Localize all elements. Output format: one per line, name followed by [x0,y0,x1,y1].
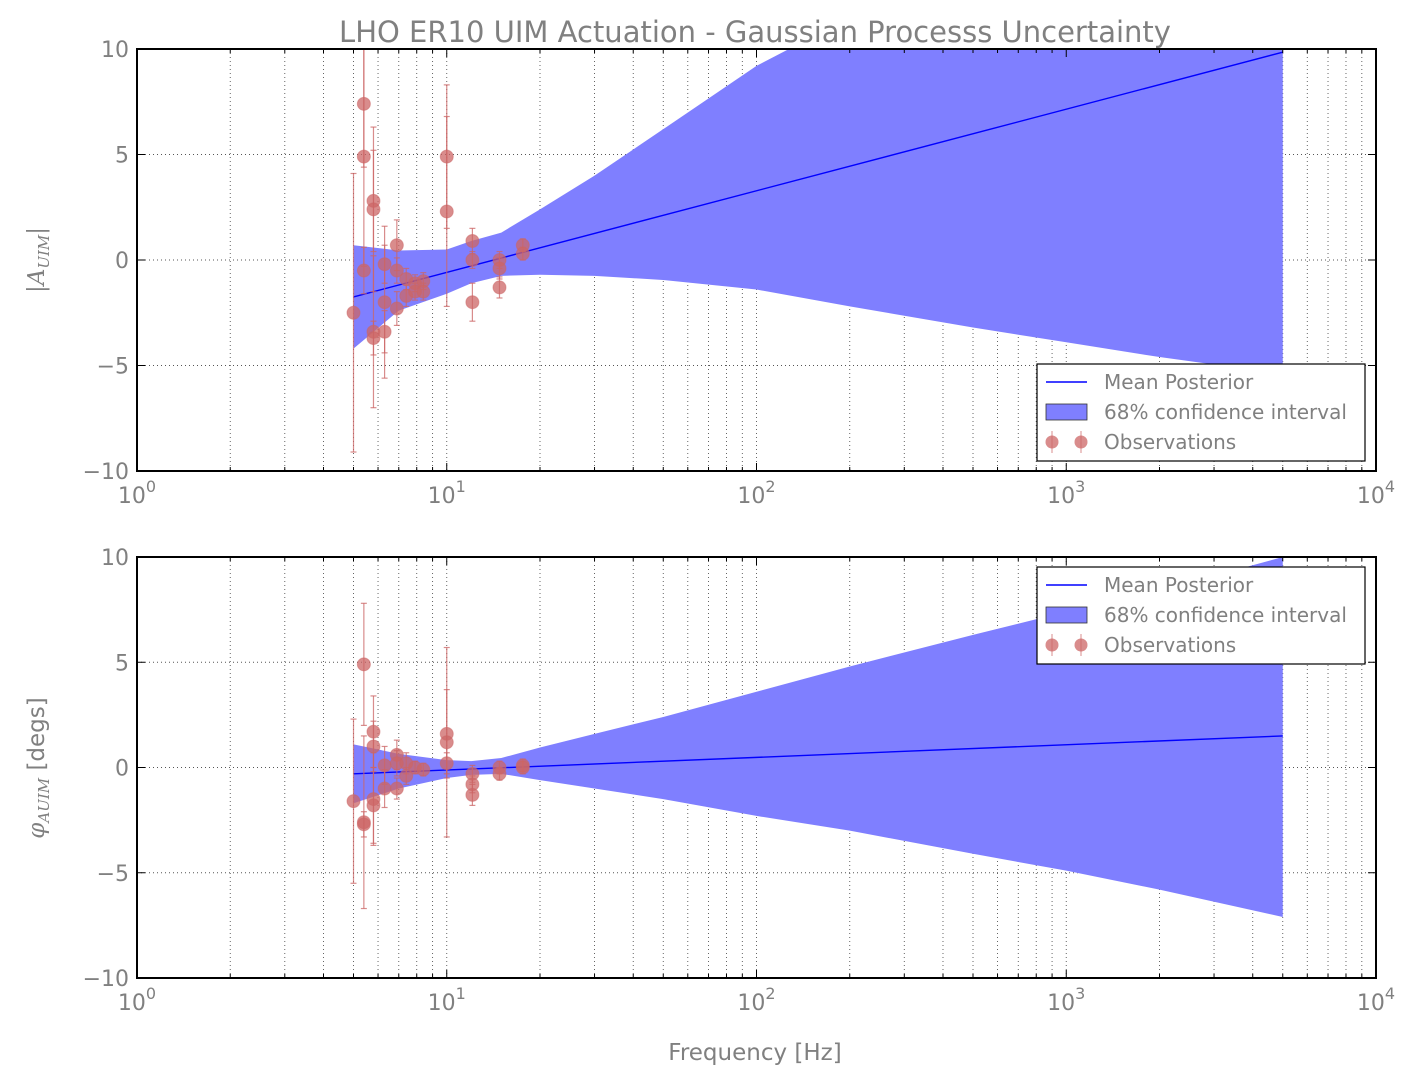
amplitude-observation-point [389,301,404,316]
amplitude-x-tick-label: 104 [1357,477,1395,509]
phase-observation-point [366,739,381,754]
phase-observation-point [416,762,431,777]
phase-legend-band-swatch [1045,606,1088,624]
phase-legend-label: 68% confidence interval [1104,603,1347,627]
x-axis-label: Frequency [Hz] [668,1040,841,1066]
amplitude-y-tick-label: 5 [115,144,129,169]
amplitude-panel: 100 101 102 103 104 −10 −5 0 5 10 Mean Posterior 68… [83,38,1396,509]
phase-legend-box [1036,566,1366,665]
amplitude-observation-point [377,295,392,310]
amplitude-legend-box [1036,363,1366,462]
amplitude-y-axis-label: |AUIM| [24,227,53,293]
phase-observation-point [492,766,507,781]
amplitude-observation-point [366,202,381,217]
amplitude-y-tick-label: −5 [97,355,129,380]
phase-y-tick-label: −10 [83,967,129,992]
phase-observation-point [356,657,371,672]
amplitude-observation-point [515,246,530,261]
phase-observation-point [346,794,361,809]
phase-x-tick-label: 101 [428,984,466,1016]
amplitude-legend-label: 68% confidence interval [1104,400,1347,424]
amplitude-observation-point [366,331,381,346]
chart-title: LHO ER10 UIM Actuation - Gaussian Proces… [339,15,1171,49]
phase-y-tick-label: 0 [115,757,129,782]
phase-y-axis-label: φAUIM [degs] [24,697,53,838]
amplitude-y-tick-label: −10 [83,460,129,485]
phase-observation-point [366,798,381,813]
phase-x-tick-label: 103 [1047,984,1085,1016]
amplitude-legend: Mean Posterior 68% confidence interval Obs… [1036,363,1366,462]
phase-observation-point [389,781,404,796]
amplitude-observation-point [465,234,480,249]
amplitude-observation-point [465,295,480,310]
amplitude-legend-label: Mean Posterior [1104,370,1254,394]
phase-y-tick-label: 5 [115,651,129,676]
amplitude-observation-point [389,238,404,253]
phase-legend: Mean Posterior 68% confidence interval Obs… [1036,566,1366,665]
phase-y-tick-label: −5 [97,862,129,887]
amplitude-observation-point [416,284,431,299]
phase-x-tick-label: 102 [737,984,775,1016]
phase-observation-point [465,787,480,802]
phase-observation-point [377,781,392,796]
amplitude-observation-point [377,324,392,339]
amplitude-legend-observation-marker [1074,435,1088,449]
amplitude-legend-band-swatch [1045,403,1088,421]
amplitude-legend-observation-marker [1045,435,1059,449]
amplitude-observation-point [439,204,454,219]
phase-legend-observation-marker [1045,638,1059,652]
amplitude-x-tick-label: 100 [118,477,156,509]
amplitude-x-tick-label: 101 [428,477,466,509]
amplitude-mean-posterior-line [353,51,1283,298]
phase-legend-label: Mean Posterior [1104,573,1254,597]
phase-observation-point [356,817,371,832]
phase-legend-observation-marker [1074,638,1088,652]
amplitude-observation-point [356,149,371,164]
amplitude-observation-point [465,253,480,267]
phase-observation-point [439,756,454,771]
amplitude-y-tick-label: 10 [101,38,129,63]
phase-panel: 100 101 102 103 104 −10 −5 0 5 10 Mean Posterior 68… [83,546,1396,1016]
phase-observation-point [399,768,414,783]
phase-x-tick-label: 104 [1357,984,1395,1016]
amplitude-observation-point [492,280,507,295]
phase-y-tick-label: 10 [101,546,129,571]
amplitude-confidence-band [353,49,1283,374]
amplitude-y-tick-label: 0 [115,249,129,274]
amplitude-x-tick-label: 103 [1047,477,1085,509]
phase-mean-posterior-line [353,735,1283,775]
amplitude-plot-area [346,49,1283,453]
phase-observation-point [515,760,530,775]
phase-observation-point [439,735,454,750]
phase-x-tick-label: 100 [118,984,156,1016]
phase-legend-label: Observations [1104,633,1236,657]
amplitude-observation-point [356,263,371,278]
amplitude-legend-label: Observations [1104,430,1236,454]
amplitude-observation-point [492,261,507,276]
amplitude-x-tick-label: 102 [737,477,775,509]
amplitude-observation-point [389,263,404,278]
amplitude-observation-point [346,305,361,320]
